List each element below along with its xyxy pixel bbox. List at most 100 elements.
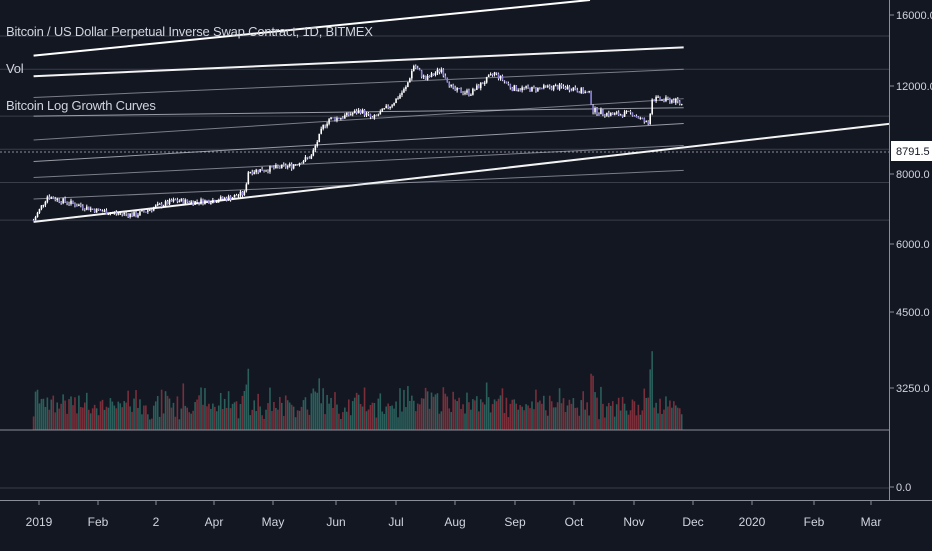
volume-bar — [353, 397, 356, 430]
volume-bar — [604, 417, 606, 430]
volume-bar — [464, 413, 466, 430]
volume-bar — [637, 404, 640, 430]
volume-bar — [154, 401, 157, 430]
candle-body — [606, 112, 608, 116]
volume-bar — [223, 398, 226, 430]
candle-body — [678, 101, 681, 105]
candle-body — [113, 212, 116, 214]
volume-bar — [190, 413, 192, 430]
candle-body — [168, 199, 171, 205]
candle-body — [395, 98, 397, 104]
candle-body — [353, 110, 356, 114]
candle-body — [351, 113, 354, 115]
volume-bar — [584, 409, 586, 430]
volume-bar — [178, 419, 181, 430]
candle-body — [334, 117, 336, 121]
candle-body — [485, 77, 488, 83]
volume-bar — [119, 403, 122, 430]
time-axis[interactable] — [0, 500, 932, 551]
volume-bar — [196, 399, 198, 430]
price-axis[interactable] — [889, 0, 932, 500]
volume-bar — [231, 403, 234, 430]
candle-body — [286, 165, 289, 168]
volume-bar — [271, 410, 273, 430]
volume-bar — [483, 404, 486, 430]
volume-bar — [663, 409, 665, 430]
volume-bar — [365, 411, 368, 430]
volume-bar — [141, 414, 143, 430]
volume-bar — [143, 405, 145, 430]
candle-body — [426, 75, 429, 80]
volume-bar — [164, 391, 167, 430]
volume-bar — [152, 405, 155, 430]
volume-bar — [215, 411, 218, 430]
candle-body — [131, 213, 133, 217]
candle-body — [523, 87, 525, 89]
candle-body — [186, 199, 189, 202]
candle-body — [156, 203, 159, 206]
candle-body — [645, 121, 648, 123]
candle-body — [78, 204, 80, 206]
volume-bar — [145, 405, 147, 430]
volume-label: Vol — [6, 61, 24, 76]
volume-bar — [245, 384, 248, 430]
candle-body — [359, 110, 362, 114]
volume-bar — [373, 402, 376, 430]
candle-body — [519, 90, 521, 92]
candle-body — [330, 117, 332, 120]
volume-bar — [588, 415, 590, 430]
candle-body — [42, 204, 45, 206]
volume-bar — [217, 405, 220, 430]
candle-body — [328, 119, 330, 124]
volume-bar — [523, 410, 525, 430]
volume-bar — [109, 398, 112, 430]
candle-body — [675, 98, 677, 103]
volume-bar — [221, 409, 224, 430]
candle-body — [204, 200, 206, 204]
volume-bar — [103, 409, 106, 430]
volume-bar — [544, 410, 547, 430]
volume-bar — [336, 404, 338, 430]
candle-body — [474, 88, 476, 90]
volume-bar — [631, 399, 634, 430]
candle-body — [101, 211, 104, 213]
candle-body — [584, 91, 586, 94]
candle-body — [346, 112, 348, 116]
volume-bar — [564, 411, 567, 430]
candle-body — [440, 69, 443, 73]
volume-bar — [247, 368, 250, 430]
candle-body — [326, 123, 328, 127]
volume-bar — [70, 396, 72, 430]
volume-bar — [156, 395, 159, 430]
volume-bar — [450, 412, 453, 430]
volume-bar — [509, 403, 512, 430]
candle-body — [385, 105, 388, 109]
volume-bar — [485, 382, 488, 430]
indicator-label: Bitcoin Log Growth Curves — [6, 98, 156, 113]
volume-bar — [34, 391, 37, 430]
candle-body — [196, 201, 198, 203]
volume-bar — [430, 392, 433, 430]
candle-body — [281, 164, 283, 169]
candle-body — [369, 114, 372, 118]
volume-bar — [131, 411, 133, 430]
candle-body — [225, 197, 228, 201]
volume-bar — [292, 406, 295, 430]
candle-body — [180, 198, 183, 202]
volume-bar — [111, 401, 114, 430]
candle-body — [663, 99, 665, 101]
volume-bar — [655, 402, 657, 430]
volume-bar — [525, 404, 527, 430]
candle-body — [649, 113, 651, 125]
volume-bar — [288, 402, 291, 430]
volume-bar — [174, 416, 177, 430]
volume-bar — [322, 388, 324, 430]
volume-bar — [269, 387, 271, 430]
volume-bar — [296, 410, 299, 430]
candle-body — [397, 98, 399, 100]
candle-body — [271, 166, 273, 168]
candle-body — [318, 133, 321, 143]
volume-bar — [617, 397, 620, 430]
growth-curve-2 — [33, 123, 684, 162]
